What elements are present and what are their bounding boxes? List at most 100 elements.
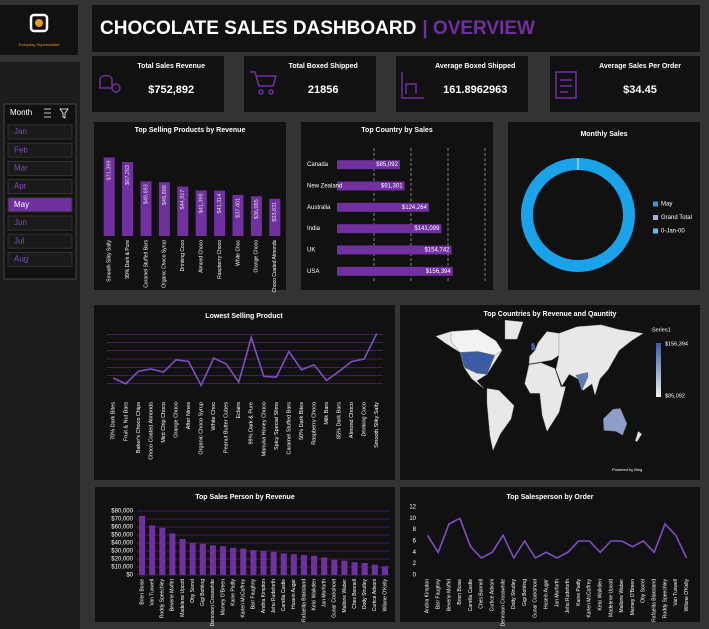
data-label: $124,264 bbox=[402, 205, 428, 211]
bar bbox=[280, 553, 287, 575]
slicer-item[interactable] bbox=[7, 160, 73, 176]
x-tick-label: White Choc bbox=[211, 402, 217, 431]
land bbox=[528, 331, 560, 365]
bar bbox=[351, 562, 358, 575]
x-tick-label: Roddy Speechley bbox=[662, 579, 668, 619]
x-tick-label: Spicy Special Slims bbox=[274, 402, 280, 450]
x-tick-label: Wilone O'Kelly bbox=[382, 579, 388, 612]
map-region bbox=[575, 372, 588, 391]
x-tick-label: Madelene Upcott bbox=[180, 578, 186, 616]
bar bbox=[122, 162, 134, 236]
x-tick-label: Orange Choco bbox=[173, 402, 179, 438]
data-label: $48,888 bbox=[162, 185, 168, 205]
chart-title: Monthly Sales bbox=[580, 131, 627, 138]
kpi-value: 161.8962963 bbox=[443, 84, 507, 96]
y-tick-label: 6 bbox=[413, 539, 417, 545]
y-tick-label: 10 bbox=[409, 516, 416, 522]
kpi-icon bbox=[555, 71, 577, 99]
bar bbox=[331, 559, 338, 575]
slicer-item[interactable] bbox=[7, 142, 73, 158]
x-tick-label: Mint Chip Choco bbox=[161, 402, 167, 443]
legend-swatch bbox=[653, 201, 658, 207]
x-tick-label: Camilla Castle bbox=[281, 579, 287, 611]
bar bbox=[199, 543, 206, 575]
slicer-item[interactable] bbox=[7, 233, 73, 249]
x-tick-label: Manuka Honey Choco bbox=[261, 402, 267, 456]
x-tick-label: Drinking Coco bbox=[180, 240, 186, 272]
y-tick-label: 12 bbox=[409, 505, 416, 511]
x-tick-label: Almond Choco bbox=[349, 402, 355, 438]
kpi-card bbox=[396, 56, 528, 112]
kpi-label: Total Sales Revenue bbox=[137, 63, 205, 70]
kpi-card bbox=[550, 56, 700, 112]
x-tick-label: Husein Augar bbox=[544, 579, 550, 609]
map-region bbox=[531, 342, 536, 351]
x-tick-label: Beverie Moffet bbox=[446, 578, 452, 611]
bar bbox=[189, 543, 196, 575]
bar bbox=[209, 545, 216, 575]
map-region bbox=[603, 408, 628, 436]
x-tick-label: Gigi Bohling bbox=[200, 579, 206, 606]
slicer-item[interactable] bbox=[7, 197, 73, 213]
chart-title: Lowest Selling Product bbox=[205, 313, 283, 320]
bar bbox=[321, 557, 328, 575]
x-tick-label: Choco Coated Almonds bbox=[272, 240, 278, 293]
x-tick-label: Peanut Butter Cubes bbox=[224, 402, 230, 453]
x-tick-label: 85% Dark Bars bbox=[337, 402, 343, 439]
x-tick-label: Curtice Advani bbox=[490, 579, 496, 611]
data-label: $41,314 bbox=[217, 194, 223, 214]
bar bbox=[311, 555, 318, 575]
land bbox=[486, 388, 515, 451]
y-tick-label: $30,000 bbox=[111, 549, 133, 555]
bar bbox=[337, 224, 442, 234]
slicer-item[interactable] bbox=[7, 124, 73, 140]
x-tick-label: Karlen McCaffrey bbox=[241, 579, 247, 618]
bar bbox=[232, 194, 244, 236]
legend-swatch bbox=[653, 228, 658, 234]
kpi-value: $752,892 bbox=[148, 84, 194, 96]
bar bbox=[139, 515, 146, 575]
x-tick-label: Camilla Castle bbox=[468, 579, 474, 611]
x-tick-label: After Nines bbox=[186, 402, 192, 429]
line bbox=[426, 517, 688, 560]
chart-title: Top Selling Products by Revenue bbox=[135, 127, 246, 134]
x-tick-label: Kelci Walkden bbox=[598, 579, 604, 611]
y-tick-label: $20,000 bbox=[111, 557, 133, 563]
slicer-item[interactable] bbox=[7, 251, 73, 267]
x-tick-label: Brien Boise bbox=[457, 579, 463, 605]
x-tick-label: Almond Choco bbox=[199, 240, 205, 273]
line bbox=[112, 333, 378, 388]
data-label: $154,742 bbox=[424, 248, 450, 254]
x-tick-label: Smooth Silky Salty bbox=[107, 240, 113, 282]
bar bbox=[290, 554, 297, 575]
x-tick-label: Eclairs bbox=[236, 402, 242, 419]
x-tick-label: Ches Bonnell bbox=[479, 579, 485, 609]
data-label: $141,099 bbox=[414, 226, 440, 232]
x-tick-label: Roddy Speechley bbox=[160, 579, 166, 619]
bar bbox=[337, 266, 453, 276]
bar bbox=[270, 551, 277, 575]
title-panel bbox=[92, 5, 700, 52]
title-main: CHOCOLATE SALES DASHBOARD bbox=[100, 18, 416, 39]
slicer-item[interactable] bbox=[7, 179, 73, 195]
map-region bbox=[450, 329, 503, 356]
bar bbox=[269, 198, 281, 236]
bar bbox=[195, 190, 207, 236]
y-tick-label: $50,000 bbox=[111, 533, 133, 539]
x-tick-label: Ches Bonnell bbox=[352, 579, 358, 609]
kpi-card bbox=[244, 56, 376, 112]
bar bbox=[159, 527, 166, 575]
y-tick-label: $80,000 bbox=[111, 509, 133, 515]
x-tick-label: Organic Choco Syrup bbox=[162, 240, 168, 288]
x-tick-label: Gigi Bohling bbox=[522, 579, 528, 606]
x-tick-label: Barr Faughny bbox=[436, 579, 442, 610]
x-tick-label: Van Tuxwell bbox=[150, 579, 156, 606]
y-tick-label: New Zealand bbox=[307, 184, 342, 190]
legend-label: Grand Total bbox=[661, 215, 692, 221]
slicer-item[interactable] bbox=[7, 215, 73, 231]
slicer-title: Month bbox=[10, 108, 32, 117]
kpi-label: Average Sales Per Order bbox=[599, 63, 681, 70]
y-tick-label: USA bbox=[307, 269, 319, 275]
legend-label: May bbox=[661, 202, 672, 208]
slicer-icons[interactable] bbox=[44, 108, 69, 119]
